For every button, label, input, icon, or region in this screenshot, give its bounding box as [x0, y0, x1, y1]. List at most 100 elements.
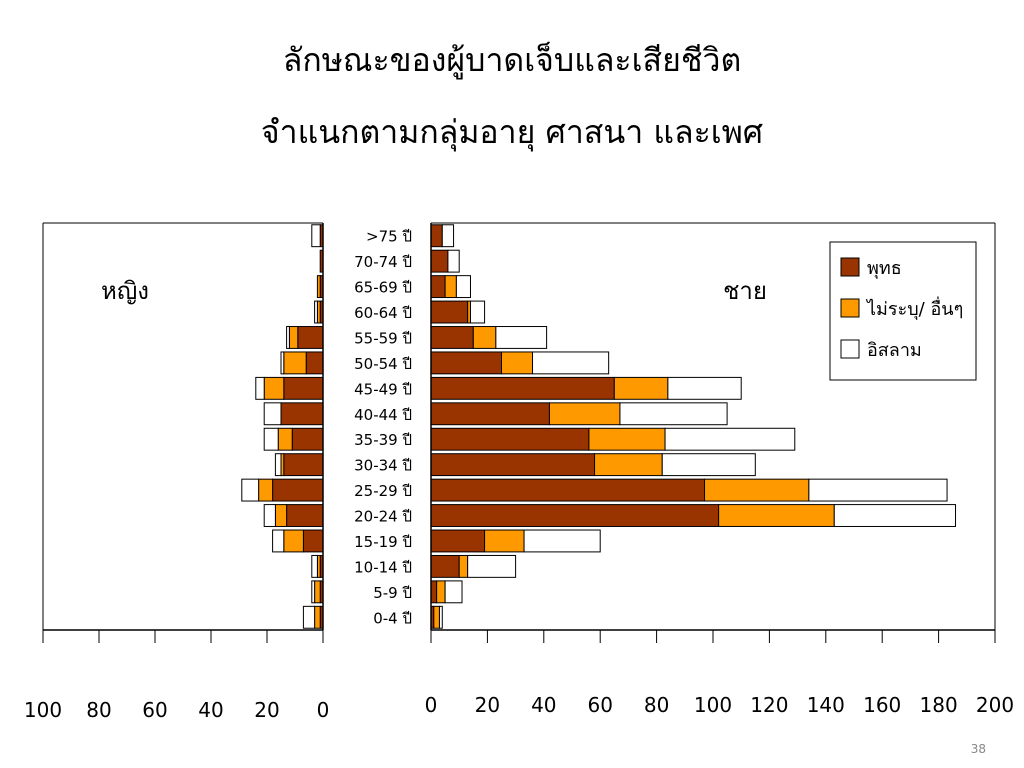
- female-bar: [311, 554, 318, 578]
- legend-entry-label: ไม่ระบุ/ อื่นๆ: [865, 296, 963, 320]
- female-x-tick-label: 60: [142, 698, 167, 722]
- male-bar: [444, 580, 463, 604]
- male-x-tick-label: 0: [425, 693, 438, 717]
- male-bar: [430, 376, 615, 400]
- male-panel: 0 20 40 60 80 100 120 140 160 180 200 ชาย: [425, 222, 1014, 717]
- slide-title-line2: จำแนกตามกลุ่มอายุ ศาสนา และเพศ: [260, 113, 764, 151]
- age-category-label: 50-54 ปี: [354, 355, 412, 373]
- female-bar: [302, 529, 324, 553]
- male-bar: [501, 351, 534, 375]
- female-bar: [283, 351, 307, 375]
- male-bar: [430, 351, 502, 375]
- female-bar: [302, 605, 316, 629]
- female-bar: [258, 478, 274, 502]
- male-bar: [467, 554, 517, 578]
- male-bar: [436, 580, 446, 604]
- male-bar: [619, 402, 728, 426]
- page-number: 38: [970, 742, 986, 756]
- age-category-label: 20-24 ปี: [354, 508, 412, 526]
- female-bar: [263, 504, 276, 527]
- male-bar: [532, 351, 610, 375]
- male-x-tick-label: 100: [694, 693, 732, 717]
- male-bar: [430, 224, 443, 248]
- male-x-tick-label: 140: [807, 693, 845, 717]
- male-bar: [444, 275, 457, 299]
- female-bar: [272, 478, 324, 502]
- female-bar: [280, 402, 324, 426]
- legend-swatch: [840, 339, 860, 359]
- legend-swatch: [840, 298, 860, 318]
- female-x-tick-label: 40: [198, 698, 223, 722]
- male-bar: [661, 453, 756, 477]
- male-bar: [430, 504, 720, 527]
- male-bar: [548, 402, 621, 426]
- male-bar: [433, 605, 440, 629]
- male-bar: [667, 376, 742, 400]
- female-bar: [311, 224, 321, 248]
- age-category-label: 55-59 ปี: [354, 329, 412, 347]
- male-x-tick-label: 200: [976, 693, 1014, 717]
- female-bar: [288, 326, 299, 349]
- female-x-tick-label: 80: [86, 698, 111, 722]
- slide-title-line1: ลักษณะของผู้บาดเจ็บและเสียชีวิต: [282, 41, 742, 79]
- legend-entry-label: อิสลาม: [867, 340, 922, 361]
- female-bar: [263, 402, 282, 426]
- female-bar: [314, 605, 321, 629]
- male-bar: [430, 300, 469, 324]
- male-bar: [495, 326, 548, 349]
- female-x-tick-label: 0: [317, 698, 330, 722]
- age-category-label: 15-19 ปี: [354, 533, 412, 551]
- male-x-tick-label: 120: [750, 693, 788, 717]
- age-category-label: 25-29 ปี: [354, 482, 412, 500]
- age-category-label: >75 ปี: [366, 228, 412, 246]
- male-bar: [430, 529, 486, 553]
- age-category-label: 40-44 ปี: [354, 406, 412, 424]
- female-panel-label: หญิง: [101, 277, 149, 305]
- male-x-tick-label: 20: [475, 693, 500, 717]
- male-bar: [430, 427, 590, 451]
- male-bar: [430, 478, 706, 502]
- age-category-label: 65-69 ปี: [354, 279, 412, 297]
- male-bar: [438, 605, 443, 629]
- male-bar: [613, 376, 669, 400]
- male-x-tick-label: 40: [531, 693, 556, 717]
- female-bar: [277, 427, 293, 451]
- age-category-label: 45-49 ปี: [354, 380, 412, 398]
- female-bar: [280, 351, 285, 375]
- female-bar: [283, 453, 324, 477]
- male-bar: [833, 504, 957, 527]
- age-category-label: 0-4 ปี: [373, 609, 412, 627]
- male-bar: [718, 504, 835, 527]
- female-bar: [305, 351, 324, 375]
- male-bar: [430, 402, 550, 426]
- male-bar: [594, 453, 663, 477]
- female-bar: [272, 529, 285, 553]
- male-bar: [523, 529, 601, 553]
- female-bar: [314, 300, 318, 324]
- female-bar: [291, 427, 324, 451]
- male-bar: [430, 453, 596, 477]
- female-bar: [311, 580, 316, 604]
- female-bar: [241, 478, 260, 502]
- male-bar: [430, 275, 446, 299]
- male-bar: [469, 300, 486, 324]
- male-bar: [447, 249, 460, 273]
- female-x-tick-label: 20: [254, 698, 279, 722]
- female-bar: [255, 376, 265, 400]
- female-bar: [286, 504, 324, 527]
- male-x-tick-label: 160: [863, 693, 901, 717]
- female-bar: [286, 326, 290, 349]
- male-bar: [458, 554, 469, 578]
- female-panel: 100 80 60 40 20 0 หญิง: [24, 222, 330, 722]
- male-bar: [430, 249, 449, 273]
- male-panel-label: ชาย: [723, 277, 767, 305]
- female-bar: [263, 376, 285, 400]
- male-x-tick-label: 60: [587, 693, 612, 717]
- male-bar: [441, 224, 455, 248]
- legend-entry-label: พุทธ: [867, 258, 902, 279]
- male-bar: [484, 529, 525, 553]
- female-bar: [263, 427, 279, 451]
- age-category-label: 70-74 ปี: [354, 253, 412, 271]
